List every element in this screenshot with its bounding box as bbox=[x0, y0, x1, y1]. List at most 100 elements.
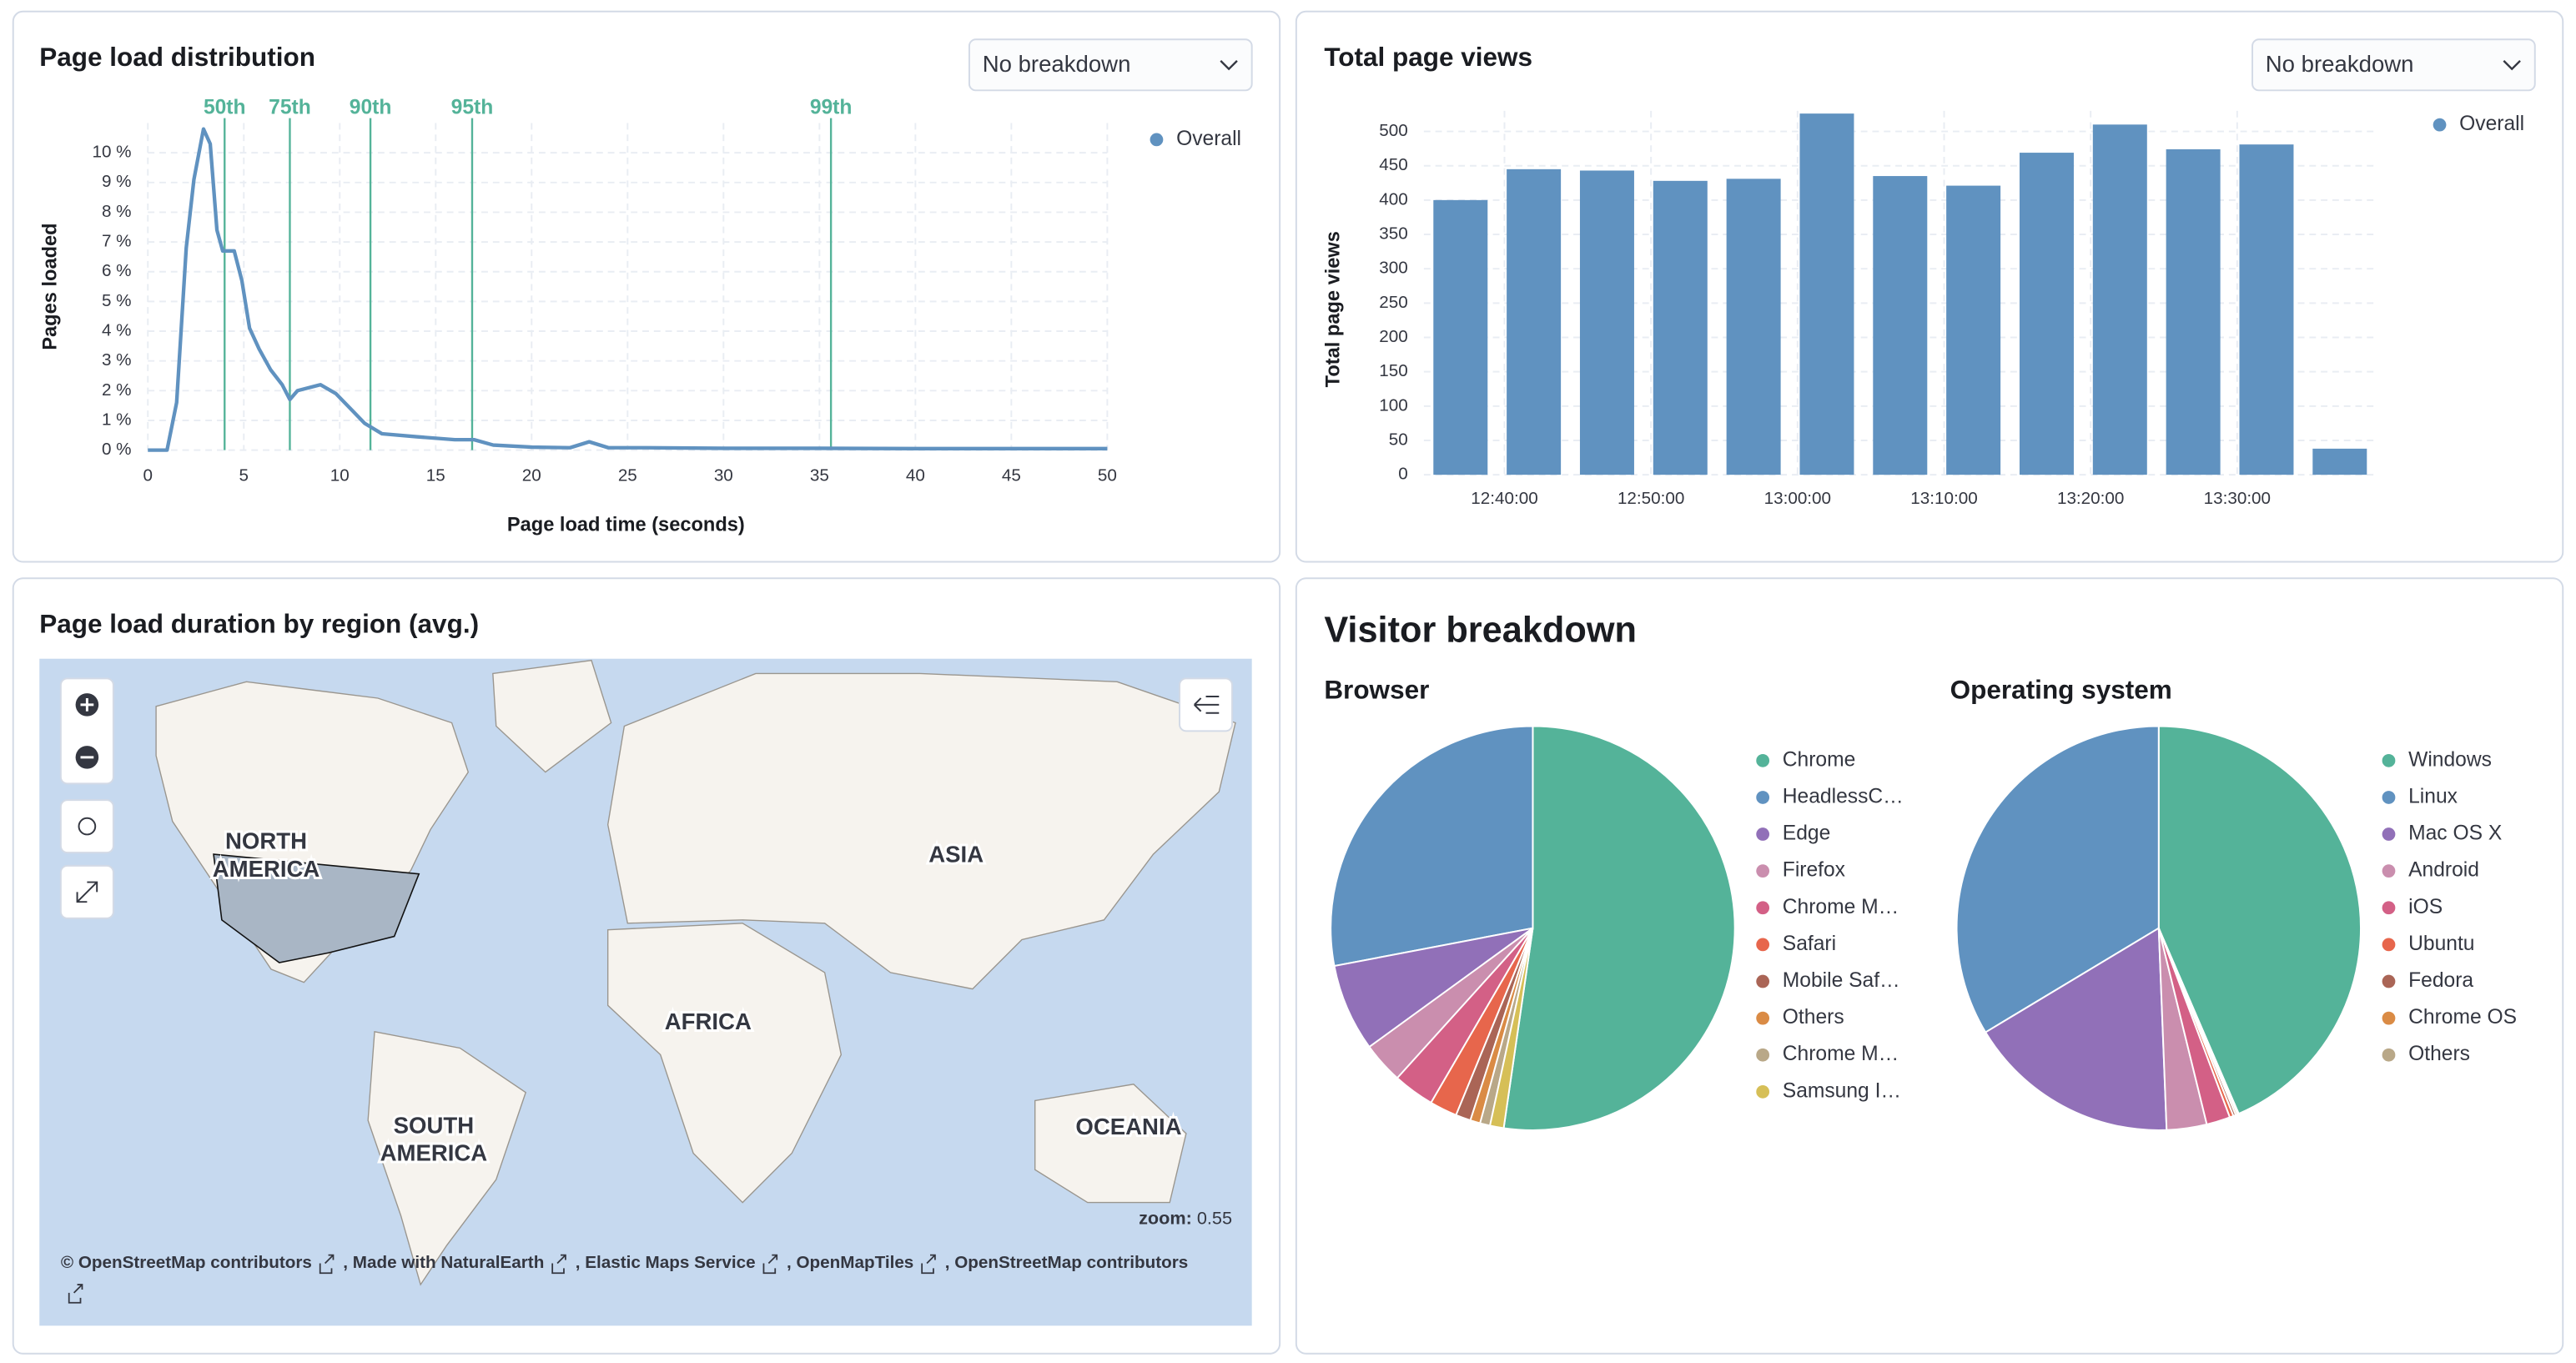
highlighted-region[interactable] bbox=[213, 853, 420, 963]
y-tick-label: 2 % bbox=[102, 380, 132, 400]
continent bbox=[606, 672, 1236, 990]
legend-label: Chrome M… bbox=[1783, 896, 1899, 918]
chevron[interactable] bbox=[2503, 60, 2521, 71]
panel-title: Page load distribution bbox=[39, 42, 315, 72]
x-tick-label: 13:10:00 bbox=[1910, 489, 1977, 508]
legend-swatch bbox=[1150, 133, 1164, 147]
y-tick-label: 50 bbox=[1389, 430, 1408, 449]
legend-label: Mobile Saf… bbox=[1783, 969, 1900, 992]
legend-label: Windows bbox=[2408, 748, 2492, 771]
dropdown-box[interactable] bbox=[2251, 38, 2536, 92]
legend-swatch bbox=[2382, 864, 2396, 878]
y-tick-label: 8 % bbox=[102, 202, 132, 221]
external-link-icon bbox=[551, 1254, 566, 1275]
y-axis-label: Pages loaded bbox=[39, 223, 61, 350]
chevron[interactable] bbox=[1220, 60, 1238, 71]
legend-swatch bbox=[1756, 864, 1770, 878]
breakdown-dropdown[interactable]: No breakdown bbox=[2251, 38, 2536, 92]
bar bbox=[1653, 180, 1708, 475]
legend-label: HeadlessC… bbox=[1783, 785, 1904, 807]
external-link-icon bbox=[319, 1254, 335, 1275]
legend-swatch bbox=[1756, 827, 1770, 841]
dropdown-text[interactable]: No breakdown bbox=[2266, 51, 2414, 77]
breakdown-dropdown[interactable]: No breakdown bbox=[968, 38, 1253, 92]
attribution[interactable]: , Made with NaturalEarth bbox=[343, 1253, 544, 1272]
bar bbox=[1946, 185, 2001, 475]
y-tick-label: 500 bbox=[1379, 121, 1407, 140]
bar bbox=[1726, 179, 1781, 475]
legend-label: Others bbox=[2408, 1043, 2470, 1065]
bar bbox=[2019, 153, 2074, 475]
legend-label: Mac OS X bbox=[2408, 822, 2502, 845]
continent bbox=[1034, 1084, 1187, 1204]
pie-title: Operating system bbox=[1950, 674, 2172, 704]
continent bbox=[606, 923, 843, 1204]
panel bbox=[12, 10, 1281, 563]
x-tick-label: 13:30:00 bbox=[2204, 489, 2271, 508]
x-tick-label: 25 bbox=[618, 466, 637, 485]
y-axis-label: Total page views bbox=[1322, 231, 1344, 387]
y-tick-label: 400 bbox=[1379, 189, 1407, 209]
pie-slice bbox=[1488, 928, 1534, 1129]
zoom-controls[interactable] bbox=[59, 677, 114, 785]
x-tick-label: 35 bbox=[810, 466, 829, 485]
x-tick-label: 20 bbox=[522, 466, 541, 485]
bar bbox=[2092, 124, 2147, 475]
legend-swatch bbox=[1756, 901, 1770, 915]
panel-title: Total page views bbox=[1324, 42, 1532, 72]
bar bbox=[2312, 448, 2367, 475]
pie-slice bbox=[1502, 725, 1736, 1131]
y-tick-label: 3 % bbox=[102, 350, 132, 370]
external-link-icon bbox=[68, 1284, 83, 1304]
attribution[interactable]: , OpenStreetMap contributors bbox=[945, 1253, 1189, 1272]
legend-swatch bbox=[2382, 1011, 2396, 1025]
bar bbox=[1799, 113, 1854, 475]
pie-slice bbox=[2157, 928, 2240, 1116]
legend-label: Samsung I… bbox=[1783, 1079, 1901, 1102]
x-tick-label: 13:20:00 bbox=[2057, 489, 2124, 508]
attribution[interactable]: , OpenMapTiles bbox=[787, 1253, 913, 1272]
legend-swatch bbox=[1756, 1011, 1770, 1025]
legend-label: Ubuntu bbox=[2408, 933, 2474, 955]
locate-button[interactable] bbox=[59, 799, 114, 854]
layer-toggle-icon[interactable] bbox=[1194, 696, 1220, 714]
pie-slice bbox=[1333, 927, 1534, 1049]
legend-swatch bbox=[2382, 791, 2396, 804]
y-tick-label: 6 % bbox=[102, 261, 132, 280]
legend-label: Android bbox=[2408, 859, 2479, 882]
legend-swatch bbox=[1756, 1084, 1770, 1099]
dropdown-box[interactable] bbox=[968, 38, 1253, 92]
region-label: NORTH bbox=[225, 828, 307, 854]
region-label: AFRICA bbox=[665, 1008, 752, 1034]
legend-label: iOS bbox=[2408, 896, 2443, 918]
legend-swatch bbox=[2382, 938, 2396, 952]
legend-label: Chrome M… bbox=[1783, 1043, 1899, 1065]
x-tick-label: 10 bbox=[330, 466, 350, 485]
y-tick-label: 4 % bbox=[102, 320, 132, 339]
attribution[interactable]: © OpenStreetMap contributors bbox=[61, 1253, 312, 1272]
pie-slice bbox=[1984, 927, 2168, 1131]
region-label: SOUTH bbox=[394, 1112, 474, 1138]
percentile-label: 90th bbox=[350, 96, 392, 118]
legend-swatch bbox=[1756, 1048, 1770, 1062]
zoom-label: zoom: 0.55 bbox=[1139, 1207, 1232, 1228]
y-tick-label: 150 bbox=[1379, 361, 1407, 380]
continent bbox=[367, 1030, 527, 1286]
legend-swatch bbox=[1756, 974, 1770, 988]
fullscreen-icon[interactable] bbox=[76, 881, 98, 903]
bar bbox=[2239, 144, 2294, 475]
legend-label: Firefox bbox=[1783, 859, 1846, 882]
dropdown-text[interactable]: No breakdown bbox=[983, 51, 1131, 77]
attribution[interactable]: , Elastic Maps Service bbox=[576, 1253, 756, 1272]
region-label: AMERICA bbox=[380, 1140, 488, 1166]
locate-icon[interactable] bbox=[78, 817, 97, 836]
map[interactable] bbox=[39, 658, 1252, 1326]
legend-label: Chrome OS bbox=[2408, 1006, 2517, 1029]
pie-slice bbox=[2157, 725, 2362, 1115]
zoom-in-icon[interactable] bbox=[80, 697, 94, 712]
x-tick-label: 13:00:00 bbox=[1764, 489, 1831, 508]
legend-swatch bbox=[1756, 753, 1770, 767]
legend-label: Overall bbox=[2459, 113, 2524, 135]
x-tick-label: 0 bbox=[143, 466, 152, 485]
y-tick-label: 9 % bbox=[102, 172, 132, 191]
